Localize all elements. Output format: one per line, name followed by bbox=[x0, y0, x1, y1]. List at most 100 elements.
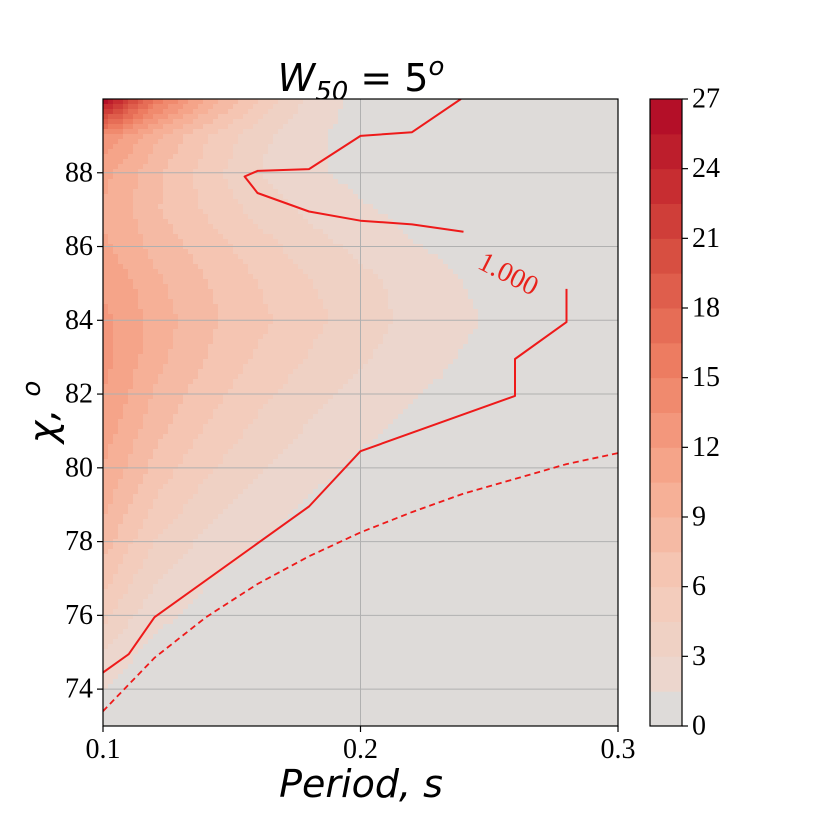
heatmap-cell bbox=[153, 269, 159, 275]
heatmap-cell bbox=[463, 224, 469, 230]
heatmap-cell bbox=[603, 314, 609, 320]
heatmap-cell bbox=[133, 314, 139, 320]
heatmap-cell bbox=[553, 109, 559, 115]
heatmap-cell bbox=[413, 199, 419, 205]
heatmap-cell bbox=[193, 169, 199, 175]
heatmap-cell bbox=[388, 324, 394, 330]
heatmap-cell bbox=[608, 219, 614, 225]
heatmap-cell bbox=[248, 169, 254, 175]
heatmap-cell bbox=[243, 179, 249, 185]
heatmap-cell bbox=[368, 99, 374, 105]
heatmap-cell bbox=[473, 209, 479, 215]
heatmap-cell bbox=[388, 194, 394, 200]
heatmap-cell bbox=[378, 324, 384, 330]
heatmap-cell bbox=[118, 339, 124, 345]
heatmap-cell bbox=[393, 259, 399, 265]
heatmap-cell bbox=[173, 294, 179, 300]
heatmap-cell bbox=[278, 109, 284, 115]
heatmap-cell bbox=[168, 169, 174, 175]
heatmap-cell bbox=[433, 159, 439, 165]
heatmap-cell bbox=[433, 224, 439, 230]
heatmap-cell bbox=[433, 149, 439, 155]
heatmap-cell bbox=[413, 179, 419, 185]
heatmap-cell bbox=[598, 269, 604, 275]
heatmap-cell bbox=[283, 334, 289, 340]
heatmap-cell bbox=[478, 234, 484, 240]
heatmap-cell bbox=[278, 219, 284, 225]
heatmap-cell bbox=[293, 139, 299, 145]
heatmap-cell bbox=[113, 329, 119, 335]
heatmap-cell bbox=[463, 169, 469, 175]
heatmap-cell bbox=[218, 269, 224, 275]
heatmap-cell bbox=[103, 304, 109, 310]
heatmap-cell bbox=[323, 324, 329, 330]
heatmap-cell bbox=[233, 219, 239, 225]
heatmap-cell bbox=[258, 324, 264, 330]
heatmap-cell bbox=[218, 174, 224, 180]
heatmap-cell bbox=[208, 179, 214, 185]
heatmap-cell bbox=[198, 204, 204, 210]
heatmap-cell bbox=[298, 264, 304, 270]
heatmap-cell bbox=[128, 124, 134, 130]
heatmap-cell bbox=[233, 294, 239, 300]
heatmap-cell bbox=[293, 304, 299, 310]
heatmap-cell bbox=[323, 309, 329, 315]
heatmap-cell bbox=[388, 174, 394, 180]
heatmap-cell bbox=[318, 174, 324, 180]
heatmap-cell bbox=[118, 149, 124, 155]
heatmap-cell bbox=[398, 224, 404, 230]
heatmap-cell bbox=[268, 314, 274, 320]
heatmap-cell bbox=[588, 179, 594, 185]
heatmap-cell bbox=[238, 149, 244, 155]
heatmap-cell bbox=[503, 249, 509, 255]
heatmap-cell bbox=[203, 234, 209, 240]
heatmap-cell bbox=[123, 174, 129, 180]
heatmap-cell bbox=[578, 324, 584, 330]
heatmap-cell bbox=[248, 229, 254, 235]
heatmap-cell bbox=[373, 289, 379, 295]
heatmap-cell bbox=[443, 134, 449, 140]
heatmap-cell bbox=[178, 304, 184, 310]
heatmap-cell bbox=[323, 139, 329, 145]
heatmap-cell bbox=[363, 279, 369, 285]
heatmap-cell bbox=[158, 229, 164, 235]
heatmap-cell bbox=[523, 179, 529, 185]
heatmap-cell bbox=[408, 124, 414, 130]
heatmap-cell bbox=[343, 174, 349, 180]
heatmap-cell bbox=[223, 109, 229, 115]
heatmap-cell bbox=[378, 109, 384, 115]
heatmap-cell bbox=[218, 219, 224, 225]
heatmap-cell bbox=[238, 279, 244, 285]
heatmap-cell bbox=[423, 304, 429, 310]
heatmap-cell bbox=[178, 119, 184, 125]
heatmap-cell bbox=[613, 264, 618, 270]
heatmap-cell bbox=[108, 339, 114, 345]
heatmap-cell bbox=[538, 219, 544, 225]
heatmap-cell bbox=[593, 179, 599, 185]
heatmap-cell bbox=[578, 154, 584, 160]
heatmap-cell bbox=[478, 329, 484, 335]
heatmap-cell bbox=[103, 219, 109, 225]
heatmap-cell bbox=[393, 204, 399, 210]
heatmap-cell bbox=[328, 239, 334, 245]
heatmap-cell bbox=[278, 284, 284, 290]
heatmap-cell bbox=[153, 254, 159, 260]
heatmap-cell bbox=[523, 159, 529, 165]
heatmap-cell bbox=[478, 279, 484, 285]
heatmap-cell bbox=[513, 289, 519, 295]
heatmap-cell bbox=[153, 164, 159, 170]
heatmap-cell bbox=[583, 264, 589, 270]
heatmap-cell bbox=[158, 254, 164, 260]
heatmap-cell bbox=[183, 229, 189, 235]
heatmap-cell bbox=[433, 289, 439, 295]
heatmap-cell bbox=[108, 289, 114, 295]
heatmap-cell bbox=[193, 154, 199, 160]
heatmap-cell bbox=[458, 184, 464, 190]
heatmap-cell bbox=[598, 104, 604, 110]
heatmap-cell bbox=[553, 229, 559, 235]
heatmap-cell bbox=[393, 289, 399, 295]
heatmap-cell bbox=[248, 189, 254, 195]
heatmap-cell bbox=[473, 114, 479, 120]
heatmap-cell bbox=[238, 229, 244, 235]
heatmap-cell bbox=[388, 264, 394, 270]
